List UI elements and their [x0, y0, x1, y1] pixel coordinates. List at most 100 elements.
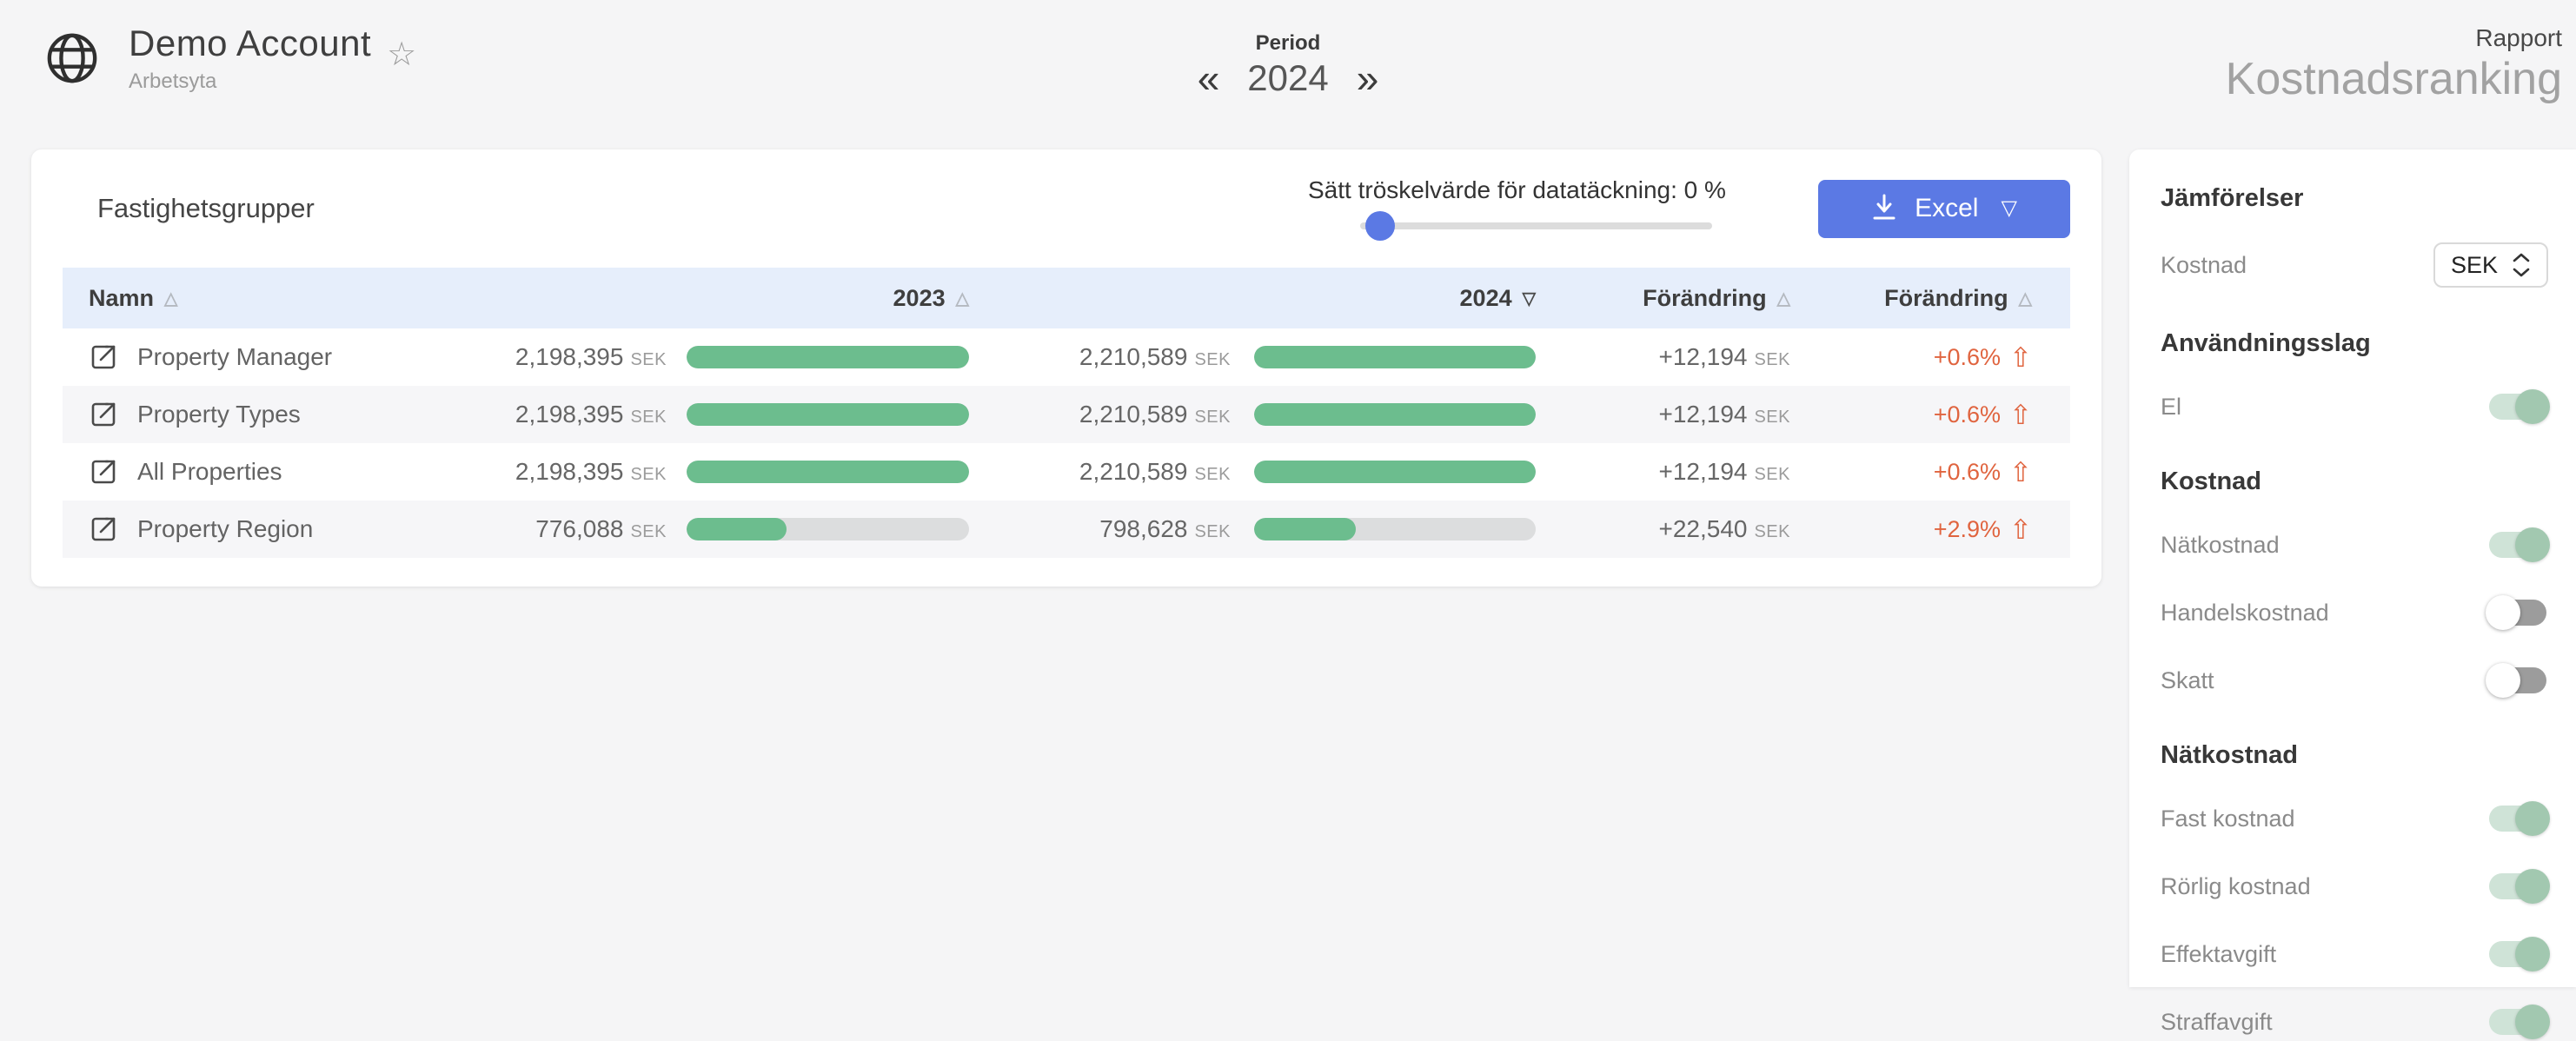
row-open-link[interactable]: Property Types [63, 400, 484, 429]
account-text: Demo Account Arbetsyta [129, 23, 371, 94]
column-label: 2024 [1459, 284, 1512, 311]
pct-number: +2.9% [1933, 515, 2002, 542]
value-change-pct: +0.6% ⇧ [1790, 459, 2032, 486]
report-kicker: Rapport [2475, 24, 2562, 51]
toggle-label: El [2161, 393, 2182, 420]
sort-icon[interactable]: △ [2018, 288, 2032, 308]
sort-icon[interactable]: △ [1776, 288, 1790, 308]
toggle-skatt[interactable] [2486, 663, 2546, 698]
sort-icon[interactable]: △ [164, 288, 178, 308]
toggle-label: Handelskostnad [2161, 599, 2329, 626]
table-header-row: Namn △ 2023 △ 2024 ▽ Förändring △ Föränd… [63, 268, 2070, 328]
sort-icon-active[interactable]: ▽ [1522, 288, 1536, 308]
comparison-sidebar: Jämförelser Kostnad SEK Användningsslag … [2129, 149, 2576, 1039]
increase-arrow-icon: ⇧ [2009, 514, 2032, 545]
excel-export-button[interactable]: Excel ▽ [1818, 179, 2070, 238]
bar-fill [687, 461, 969, 483]
account-subtitle: Arbetsyta [129, 70, 217, 93]
column-header-2023[interactable]: 2023 △ [484, 285, 969, 312]
period-picker: Period « 2024 » [1189, 31, 1388, 99]
threshold-slider[interactable] [1360, 211, 1712, 241]
value-2023: 2,198,395 SEK [484, 401, 667, 428]
value-number: 2,198,395 [515, 458, 624, 485]
external-link-icon [91, 345, 116, 369]
row-open-link[interactable]: All Properties [63, 457, 484, 487]
top-header: Demo Account Arbetsyta ☆ Period « 2024 »… [0, 0, 2576, 149]
table-row: Property Region 776,088 SEK 798,628 SEK [63, 501, 2070, 558]
toggle-natkostnad[interactable] [2489, 527, 2550, 562]
select-chevrons-icon [2513, 253, 2530, 277]
download-icon [1873, 194, 1895, 220]
toggle-label: Effektavgift [2161, 940, 2277, 967]
toggle-effektavgift[interactable] [2489, 937, 2550, 971]
toggle-label: Nätkostnad [2161, 531, 2280, 558]
excel-dropdown-caret-icon[interactable]: ▽ [2001, 196, 2017, 220]
value-number: 2,210,589 [1079, 343, 1188, 370]
sort-icon[interactable]: △ [955, 288, 969, 308]
slider-handle[interactable] [1365, 211, 1395, 241]
threshold-label: Sätt tröskelvärde för datatäckning: 0 % [1308, 176, 1726, 203]
account-title: Demo Account [129, 23, 372, 63]
row-name: Property Types [137, 401, 301, 428]
toggle-handelskostnad[interactable] [2486, 595, 2546, 630]
slider-track[interactable] [1360, 222, 1712, 229]
currency-unit: SEK [630, 522, 667, 541]
bar-fill [1254, 403, 1536, 426]
sidebar-title: Jämförelser [2161, 184, 2304, 212]
table-row: Property Types 2,198,395 SEK 2,210,589 S… [63, 386, 2070, 443]
value-number: +12,194 [1658, 401, 1748, 428]
toggle-knob [2515, 869, 2550, 904]
value-change: +12,194 SEK [1536, 458, 1790, 486]
cost-currency-row: Kostnad SEK [2161, 242, 2548, 288]
favorite-star-icon[interactable]: ☆ [387, 36, 417, 73]
bar-track [687, 346, 969, 368]
value-2024: 2,210,589 SEK [969, 458, 1231, 486]
column-header-2024[interactable]: 2024 ▽ [969, 285, 1536, 312]
period-prev-icon[interactable]: « [1197, 56, 1220, 101]
property-groups-table: Namn △ 2023 △ 2024 ▽ Förändring △ Föränd… [63, 268, 2070, 558]
value-2023: 2,198,395 SEK [484, 343, 667, 371]
value-2024: 798,628 SEK [969, 515, 1231, 543]
column-header-forandring[interactable]: Förändring △ [1536, 285, 1790, 312]
bar-track [1254, 461, 1536, 483]
toggle-el[interactable] [2489, 389, 2550, 424]
row-open-link[interactable]: Property Region [63, 514, 484, 544]
column-label: Förändring [1884, 284, 2008, 311]
value-2024: 2,210,589 SEK [969, 401, 1231, 428]
toggle-knob [2515, 389, 2550, 424]
threshold-control: Sätt tröskelvärde för datatäckning: 0 % [1308, 176, 1764, 241]
toggle-knob [2486, 663, 2520, 698]
currency-unit: SEK [1194, 350, 1231, 369]
toggle-straffavgift[interactable] [2489, 1005, 2550, 1039]
table-row: All Properties 2,198,395 SEK 2,210,589 S… [63, 443, 2070, 501]
cost-currency-label: Kostnad [2161, 251, 2247, 278]
column-header-namn[interactable]: Namn △ [63, 285, 484, 312]
value-change-pct: +2.9% ⇧ [1790, 516, 2032, 543]
toggle-fast-kostnad[interactable] [2489, 801, 2550, 836]
currency-select[interactable]: SEK [2433, 242, 2548, 288]
currency-unit: SEK [1194, 522, 1231, 541]
increase-arrow-icon: ⇧ [2009, 341, 2032, 373]
period-next-icon[interactable]: » [1356, 56, 1379, 101]
value-change-pct: +0.6% ⇧ [1790, 401, 2032, 428]
card-title: Fastighetsgrupper [97, 193, 315, 223]
increase-arrow-icon: ⇧ [2009, 456, 2032, 487]
globe-icon [47, 33, 97, 83]
value-2024: 2,210,589 SEK [969, 343, 1231, 371]
external-link-icon [91, 517, 116, 541]
value-number: 798,628 [1099, 515, 1188, 542]
row-open-link[interactable]: Property Manager [63, 342, 484, 372]
currency-select-value: SEK [2450, 251, 2498, 278]
value-2023: 2,198,395 SEK [484, 458, 667, 486]
bar-track [1254, 518, 1536, 540]
column-header-forandring-pct[interactable]: Förändring △ [1790, 285, 2032, 312]
toggle-label: Fast kostnad [2161, 805, 2295, 832]
bar-2024 [1231, 346, 1536, 368]
toggle-rorlig-kostnad[interactable] [2489, 869, 2550, 904]
excel-button-label: Excel [1915, 194, 1979, 222]
row-name: Property Region [137, 515, 314, 542]
section-heading-natkostnad: Nätkostnad [2161, 741, 2298, 769]
account-block: Demo Account Arbetsyta ☆ [45, 23, 416, 94]
bar-fill [1254, 461, 1536, 483]
